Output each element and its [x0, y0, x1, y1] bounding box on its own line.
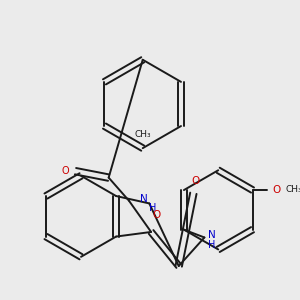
Text: N: N: [208, 230, 216, 240]
Text: N: N: [140, 194, 148, 204]
Text: H: H: [208, 240, 215, 250]
Text: O: O: [191, 176, 199, 186]
Text: O: O: [152, 210, 160, 220]
Text: H: H: [149, 203, 157, 213]
Text: CH₃: CH₃: [286, 184, 300, 194]
Text: CH₃: CH₃: [134, 130, 151, 139]
Text: O: O: [273, 185, 281, 195]
Text: O: O: [61, 166, 69, 176]
